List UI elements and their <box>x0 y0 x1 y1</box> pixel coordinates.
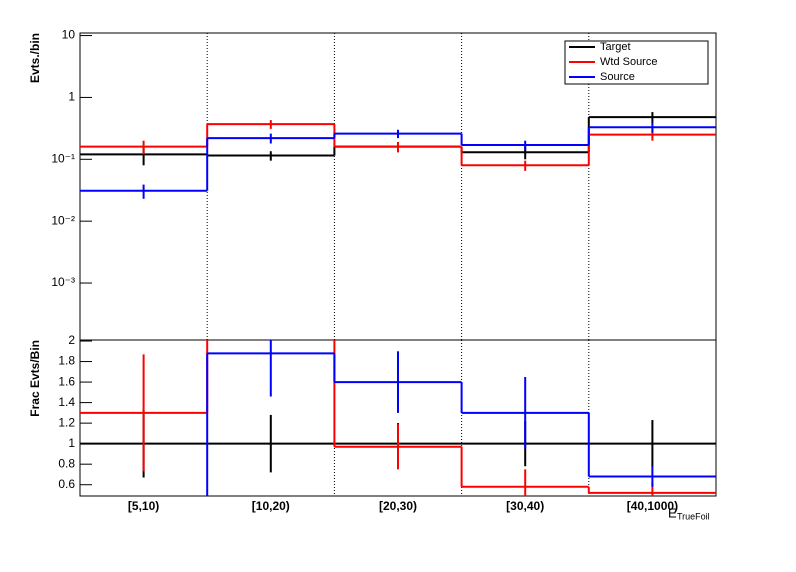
x-tick-label: [5,10) <box>128 499 159 513</box>
y-tick-label: 2 <box>68 333 75 347</box>
legend-label: Target <box>600 41 631 53</box>
y-tick-label: 10 <box>62 28 76 42</box>
x-axis-label: E <box>668 505 677 520</box>
y-tick-label: 1.2 <box>58 415 75 429</box>
plot-area <box>80 112 716 199</box>
frame <box>79 339 717 497</box>
legend-label: Source <box>600 71 635 83</box>
y-tick-label: 10⁻¹ <box>51 151 75 165</box>
y-axis-label: Frac Evts/Bin <box>28 340 42 417</box>
x-tick-label: [30,40) <box>506 499 544 513</box>
x-axis-label-sub: TrueFoil <box>677 511 710 521</box>
y-tick-label: 10⁻² <box>51 213 75 227</box>
y-tick-label: 10⁻³ <box>51 275 75 289</box>
y-tick-label: 0.6 <box>58 477 75 491</box>
y-tick-label: 1.4 <box>58 395 75 409</box>
x-tick-label: [10,20) <box>252 499 290 513</box>
y-tick-label: 1.8 <box>58 354 75 368</box>
x-tick-label: [40,1000) <box>627 499 678 513</box>
y-tick-label: 1 <box>68 436 75 450</box>
y-tick-label: 1 <box>68 90 75 104</box>
legend-label: Wtd Source <box>600 56 657 68</box>
y-tick-label: 1.6 <box>58 374 75 388</box>
x-tick-label: [20,30) <box>379 499 417 513</box>
plot-area <box>80 340 716 496</box>
y-axis-label: Evts./bin <box>28 33 42 83</box>
y-tick-label: 0.8 <box>58 456 75 470</box>
